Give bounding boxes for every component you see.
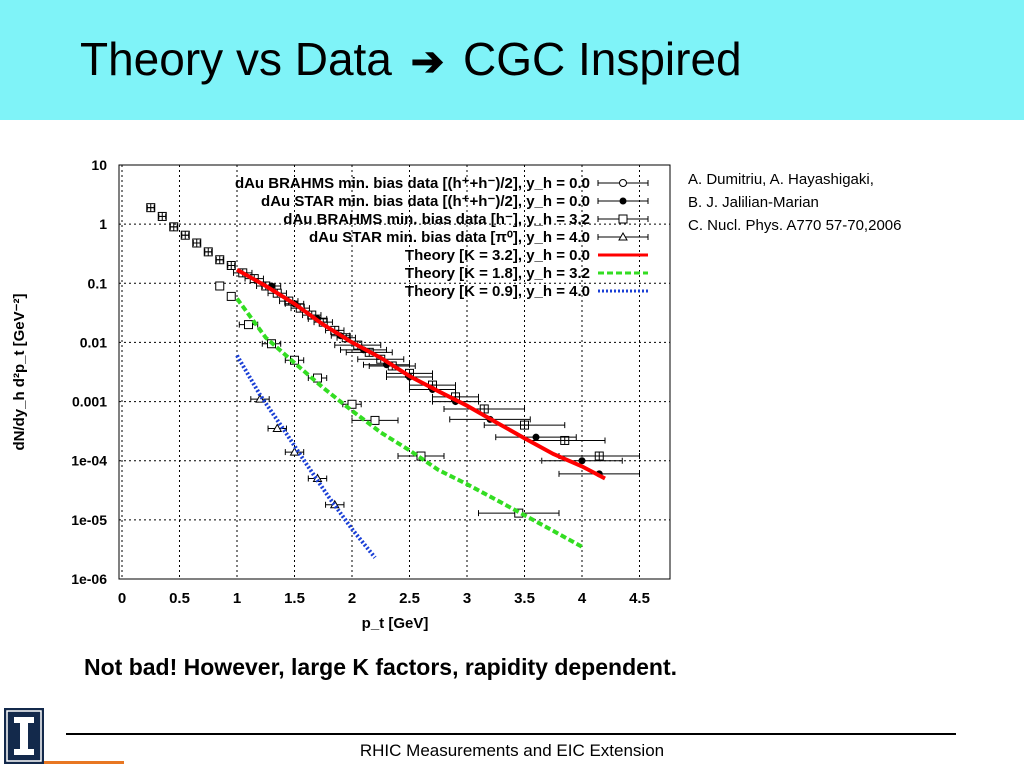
legend-label: dAu STAR min. bias data [(h⁺+h⁻)/2], y_h… bbox=[261, 193, 590, 210]
series-5 bbox=[235, 297, 583, 549]
data-point bbox=[619, 197, 627, 205]
legend-label: dAu BRAHMS min. bias data [h⁻], y_h = 3.… bbox=[283, 211, 590, 228]
x-tick-label: 2 bbox=[348, 590, 356, 607]
theory-curve bbox=[235, 297, 583, 549]
footer-divider bbox=[66, 733, 956, 735]
logo-accent-bar bbox=[44, 761, 124, 764]
spectra-chart: 0 0.5 1 1.5 2 2.5 3 3.5 4 4.5 10 1 0.1 0.01 0.001 1e-04… bbox=[11, 157, 671, 632]
x-tick-label: 1 bbox=[233, 590, 241, 607]
legend-label: Theory [K = 3.2], y_h = 0.0 bbox=[405, 247, 590, 264]
data-point bbox=[244, 320, 253, 330]
legend-label: dAu BRAHMS min. bias data [(h⁺+h⁻)/2], y… bbox=[235, 175, 590, 192]
data-point bbox=[618, 214, 628, 224]
legend-label: Theory [K = 1.8], y_h = 3.2 bbox=[405, 265, 590, 282]
y-tick-label: 0.1 bbox=[88, 275, 108, 291]
university-logo-icon bbox=[4, 708, 44, 764]
y-tick-label: 1 bbox=[99, 216, 107, 232]
x-tick-label: 0.5 bbox=[169, 590, 190, 607]
y-tick-label: 1e-04 bbox=[71, 453, 107, 469]
theory-curve bbox=[235, 354, 377, 559]
footer-text: RHIC Measurements and EIC Extension bbox=[359, 741, 665, 760]
series-2 bbox=[215, 281, 560, 518]
data-point bbox=[619, 179, 627, 187]
title-right: CGC Inspired bbox=[462, 33, 742, 85]
x-axis-label: p_t [GeV] bbox=[362, 615, 429, 632]
y-tick-label: 1e-05 bbox=[71, 512, 107, 528]
reference-line: A. Dumitriu, A. Hayashigaki, bbox=[688, 171, 874, 188]
title-left: Theory vs Data bbox=[80, 33, 392, 85]
legend-label: dAu STAR min. bias data [π⁰], y_h = 4.0 bbox=[309, 229, 590, 246]
data-point bbox=[370, 415, 380, 425]
references: A. Dumitriu, A. Hayashigaki, B. J. Jalil… bbox=[688, 168, 901, 237]
y-axis-label: dN/dy_h d²p_t [GeV⁻²] bbox=[11, 293, 28, 450]
title-bar bbox=[0, 0, 1024, 120]
data-point bbox=[347, 399, 357, 409]
arrow-icon: ➔ bbox=[410, 40, 445, 84]
data-point bbox=[226, 291, 236, 301]
series-4 bbox=[236, 267, 606, 481]
y-tick-label: 0.01 bbox=[80, 334, 107, 350]
y-tick-label: 10 bbox=[91, 157, 107, 173]
legend: dAu BRAHMS min. bias data [(h⁺+h⁻)/2], y… bbox=[235, 175, 649, 300]
theory-curve bbox=[236, 267, 606, 481]
plot-frame bbox=[118, 164, 671, 580]
reference-line: C. Nucl. Phys. A770 57-70,2006 bbox=[688, 217, 902, 234]
data-point bbox=[272, 423, 283, 433]
data-point bbox=[618, 231, 628, 241]
x-tick-label: 4.5 bbox=[629, 590, 650, 607]
reference-line: B. J. Jalilian-Marian bbox=[688, 194, 819, 211]
x-tick-label: 3.5 bbox=[514, 590, 535, 607]
y-tick-label: 0.001 bbox=[72, 394, 107, 410]
x-tick-label: 2.5 bbox=[399, 590, 420, 607]
y-tick-label: 1e-06 bbox=[71, 571, 107, 587]
x-tick-label: 3 bbox=[463, 590, 471, 607]
slide-title: Theory vs Data ➔ CGC Inspired bbox=[80, 32, 742, 86]
data-point bbox=[215, 281, 225, 291]
caption: Not bad! However, large K factors, rapid… bbox=[84, 654, 678, 680]
data-point bbox=[532, 433, 540, 441]
x-tick-label: 0 bbox=[118, 590, 126, 607]
data-point bbox=[578, 457, 586, 465]
legend-label: Theory [K = 0.9], y_h = 4.0 bbox=[405, 283, 590, 300]
x-tick-label: 1.5 bbox=[284, 590, 305, 607]
x-tick-label: 4 bbox=[578, 590, 587, 607]
series-6 bbox=[235, 354, 377, 559]
